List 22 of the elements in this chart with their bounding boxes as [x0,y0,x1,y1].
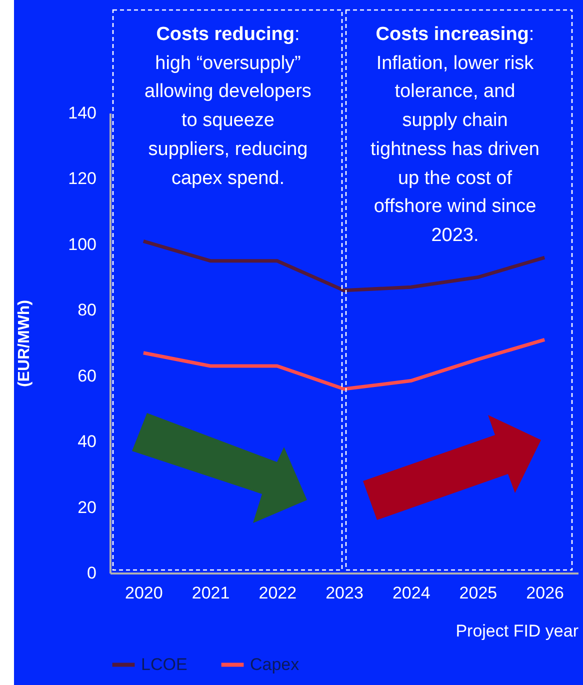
y-tick-label: 120 [68,169,96,188]
y-tick-label: 140 [68,104,96,122]
legend-label: LCOE [141,654,188,674]
y-tick-label: 60 [78,366,96,386]
line-series [142,338,546,391]
y-axis-title: (EUR/MWh) [16,300,34,388]
text: Costs increasing: Inflation, lower risk tolerance, and supply chain tightness has driven up the cost of offshore wind since 2023. [370,24,540,246]
x-tick-label: 2024 [392,584,430,602]
x-tick-label: 2021 [192,584,230,602]
y-tick-label: 20 [78,498,96,517]
x-tick-label: 2023 [326,584,364,602]
x-tick-label: 2026 [526,584,564,602]
y-tick-label: 40 [78,432,96,452]
x-tick-label: 2025 [459,584,498,602]
y-tick-label: 0 [87,564,96,582]
y-tick-label: 100 [68,234,96,254]
x-tick-label: 2022 [258,584,297,602]
x-tick-label: 2020 [125,584,163,602]
annotation: Costs reducing: high “oversupply” allowing developers to squeeze suppliers, reducing capex spend. [144,23,312,191]
legend-label: Capex [250,654,300,674]
x-axis-title: Project FID year [456,622,579,640]
y-tick-label: 80 [78,300,96,320]
